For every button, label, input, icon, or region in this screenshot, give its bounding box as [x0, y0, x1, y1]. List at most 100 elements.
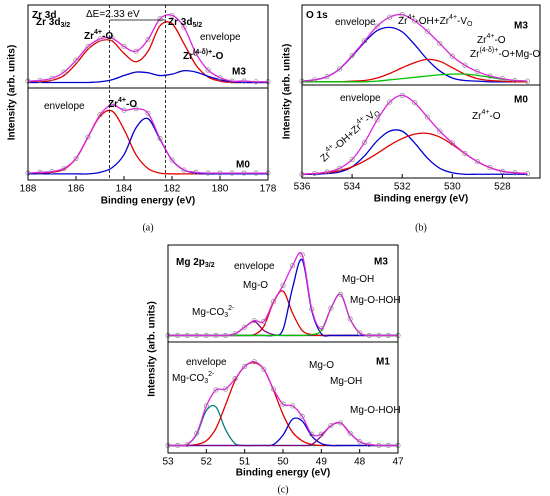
data-point — [437, 128, 443, 134]
data-point — [184, 332, 190, 338]
y-axis-label: Intensity (arb. units) — [282, 44, 293, 140]
data-point — [399, 12, 405, 18]
annotation: Mg-O — [309, 360, 334, 371]
data-point — [193, 50, 199, 56]
panel-label: (b) — [415, 222, 427, 233]
annotation: Zr4+-O — [477, 33, 506, 45]
x-tick-label: 180 — [212, 184, 229, 195]
text-part: ΔE=2.33 eV — [86, 9, 140, 20]
data-point — [205, 170, 211, 176]
x-tick-label: 178 — [260, 184, 277, 195]
data-point — [97, 36, 103, 42]
annotation: Mg-O — [243, 280, 268, 291]
text-part: Mg-OH — [330, 376, 362, 387]
spectrum-curve — [167, 252, 398, 337]
data-point — [499, 168, 505, 174]
data-point — [194, 430, 200, 436]
text-part: -V — [457, 16, 467, 27]
data-point — [318, 431, 324, 437]
text-part: 5/2 — [192, 22, 202, 29]
spectrum-curve — [27, 104, 268, 174]
data-point — [145, 110, 151, 116]
data-point — [193, 169, 199, 175]
data-point — [357, 330, 363, 336]
spectrum-curve — [301, 73, 528, 83]
x-tick-label: 48 — [354, 457, 366, 468]
spectrum-curve — [167, 361, 398, 447]
text-part: -O — [494, 35, 505, 46]
text-part: 4+ — [94, 29, 102, 36]
data-point — [324, 169, 330, 175]
data-point — [474, 69, 480, 75]
text-part: Mg-O — [243, 280, 268, 291]
text-part: 4+ — [481, 109, 489, 116]
data-point — [387, 99, 393, 105]
text-part: O 1s — [306, 10, 328, 21]
data-point — [337, 291, 344, 297]
annotation: envelope — [234, 261, 275, 272]
data-point — [487, 165, 493, 171]
annotation: envelope — [335, 17, 376, 28]
text-part: -O — [126, 99, 137, 110]
data-point — [349, 156, 355, 162]
text-part: 4+ — [118, 97, 126, 104]
annotation: Mg-CO32- — [172, 371, 215, 385]
data-point — [337, 66, 343, 72]
sample-label: M0 — [514, 95, 528, 106]
text-part: 2- — [208, 371, 215, 378]
data-point — [424, 28, 430, 34]
data-point — [169, 12, 175, 18]
data-point — [145, 37, 151, 43]
data-point — [49, 169, 55, 175]
text-part: Zr 3d — [32, 10, 56, 21]
annotation: envelope — [186, 357, 227, 368]
annotation: Zr4+-O — [84, 29, 113, 41]
data-point — [232, 331, 238, 337]
x-tick-label: 51 — [239, 457, 251, 468]
spectrum-curve — [28, 117, 268, 175]
data-point — [366, 441, 372, 448]
data-point — [318, 326, 324, 332]
x-tick-label: 182 — [164, 184, 181, 195]
text-part: envelope — [44, 101, 85, 112]
spectrum-curve — [301, 129, 528, 176]
text-part: Mg 2p — [176, 257, 205, 268]
data-point — [290, 403, 296, 409]
data-point — [270, 299, 276, 305]
data-point — [205, 67, 211, 73]
data-point — [181, 24, 187, 30]
x-tick-label: 184 — [116, 184, 133, 195]
data-point — [217, 75, 223, 81]
panel-title: O 1s — [306, 10, 328, 21]
data-point — [449, 53, 455, 59]
data-point — [157, 16, 163, 22]
data-point — [437, 40, 443, 46]
data-point — [61, 69, 67, 75]
data-point — [241, 78, 247, 84]
text-part: envelope — [340, 93, 381, 104]
text-part: -O — [212, 51, 223, 62]
y-axis-label: Intensity (arb. units) — [147, 301, 158, 397]
data-point — [376, 442, 382, 449]
data-point — [385, 332, 391, 338]
data-point — [357, 439, 363, 445]
x-tick-label: 188 — [20, 184, 37, 195]
annotation: Zr4+-O — [472, 109, 501, 121]
data-point — [85, 43, 91, 50]
text-part: 3 — [204, 378, 208, 385]
spectrum-curve — [168, 417, 398, 447]
sample-label: M3 — [232, 67, 246, 78]
data-point — [213, 387, 219, 393]
data-point — [487, 73, 493, 79]
x-tick-label: 536 — [294, 182, 311, 193]
text-part: 3 — [224, 312, 228, 319]
x-tick-label: 186 — [68, 184, 85, 195]
sample-label: M3 — [374, 257, 388, 268]
sample-label: M3 — [514, 21, 528, 32]
data-point — [251, 359, 257, 365]
data-point — [184, 441, 190, 448]
text-part: -OH+Zr — [415, 16, 449, 27]
spectrum-curve — [27, 21, 268, 84]
text-part: Zr 3d — [36, 17, 60, 28]
